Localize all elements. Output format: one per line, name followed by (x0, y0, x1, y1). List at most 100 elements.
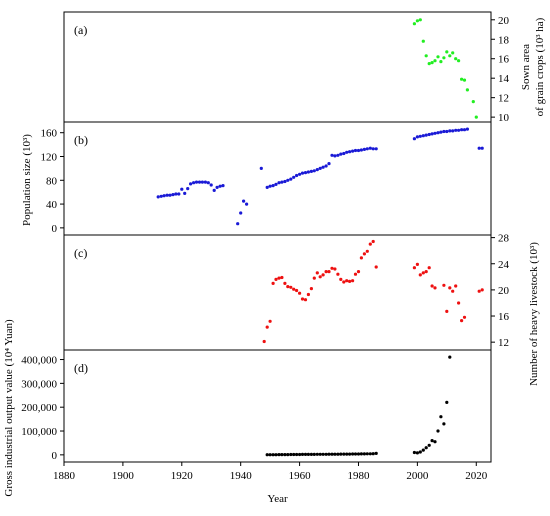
data-point (303, 171, 308, 175)
data-point (289, 285, 293, 289)
data-point (345, 150, 349, 154)
data-point (362, 147, 366, 151)
data-point (353, 148, 358, 153)
data-point (295, 173, 299, 178)
data-point (283, 179, 287, 184)
data-point (421, 39, 425, 43)
data-point (342, 452, 346, 456)
data-point (192, 181, 196, 185)
data-point (300, 297, 305, 301)
data-point (315, 168, 319, 172)
data-point (356, 148, 361, 153)
data-point (268, 319, 272, 323)
data-point (433, 286, 437, 290)
panel-label: (d) (74, 361, 88, 375)
data-point (165, 193, 169, 197)
data-point (286, 178, 290, 182)
panel-frame (63, 349, 492, 463)
data-point (427, 132, 431, 137)
data-point (448, 129, 452, 133)
data-point (480, 288, 484, 292)
data-point (295, 452, 299, 457)
data-point (292, 452, 296, 457)
data-point (371, 239, 375, 244)
data-point (303, 298, 308, 302)
data-point (268, 184, 272, 188)
y-tick-label: 10 (498, 112, 510, 124)
data-point (286, 453, 290, 457)
data-point (368, 452, 372, 456)
y-tick-label: 0 (52, 450, 58, 462)
data-point (265, 325, 269, 329)
data-point (318, 452, 322, 456)
x-tick-label: 1880 (53, 470, 76, 482)
data-point (218, 184, 222, 188)
data-point (430, 284, 434, 288)
data-point (292, 287, 296, 291)
y-axis-title: Sown area (520, 44, 532, 90)
data-point (451, 289, 455, 293)
data-point (342, 151, 346, 156)
data-point (457, 59, 461, 63)
data-point (180, 187, 184, 191)
panel-d: (d) 0 100,000 200,000 300,000 400,000 Gross in… (3, 319, 492, 497)
data-point (427, 62, 431, 66)
data-point (306, 170, 310, 174)
data-point (309, 169, 313, 173)
data-point (418, 18, 422, 22)
data-point (462, 315, 467, 319)
data-point (412, 22, 416, 26)
data-point (324, 452, 328, 456)
x-tick-label: 1920 (171, 470, 194, 482)
data-point (186, 187, 190, 191)
data-point (295, 288, 299, 293)
data-point (465, 127, 469, 131)
data-point (359, 452, 363, 456)
data-point (330, 452, 334, 456)
data-point (454, 284, 458, 288)
data-point (445, 129, 449, 134)
data-point (460, 77, 464, 81)
data-point (283, 281, 287, 285)
y-tick-label: 16 (498, 54, 510, 66)
data-point (327, 162, 331, 166)
data-point (480, 146, 484, 150)
data-point (212, 188, 216, 192)
data-point (424, 133, 428, 137)
data-point (171, 193, 175, 197)
data-point (421, 271, 425, 275)
data-point (433, 131, 437, 135)
y-tick-label: 120 (41, 151, 58, 163)
data-point (200, 180, 204, 184)
data-point (271, 184, 275, 188)
data-point (336, 272, 340, 276)
data-point (268, 453, 272, 457)
y-tick-label: 14 (498, 73, 510, 85)
chart-panels: (a) 10 12 14 16 18 20 Sown area of grain crops (… (3, 11, 546, 497)
data-point (289, 452, 293, 457)
data-point (412, 266, 416, 270)
y-tick-label: 400,000 (21, 355, 57, 367)
data-point (351, 279, 355, 283)
data-point (309, 287, 313, 291)
data-point (471, 100, 475, 104)
panel-c: (c) 12 16 20 24 28 Number of heavy livestock (… (63, 233, 540, 386)
data-point (374, 147, 378, 151)
data-point (474, 115, 478, 119)
data-point (454, 57, 458, 61)
data-point (424, 270, 428, 274)
data-point (303, 452, 308, 456)
panel-label: (b) (74, 133, 88, 147)
data-point (462, 128, 467, 132)
data-point (300, 171, 305, 175)
data-point (445, 400, 449, 404)
data-point (362, 452, 366, 456)
data-point (430, 439, 434, 443)
data-point (445, 50, 449, 54)
data-point (271, 281, 275, 285)
panel-a: (a) 10 12 14 16 18 20 Sown area of grain crops (… (63, 11, 546, 124)
data-point (460, 128, 464, 132)
y-axis-title: Number of heavy livestock (10³) (528, 242, 540, 386)
data-point (415, 451, 419, 455)
